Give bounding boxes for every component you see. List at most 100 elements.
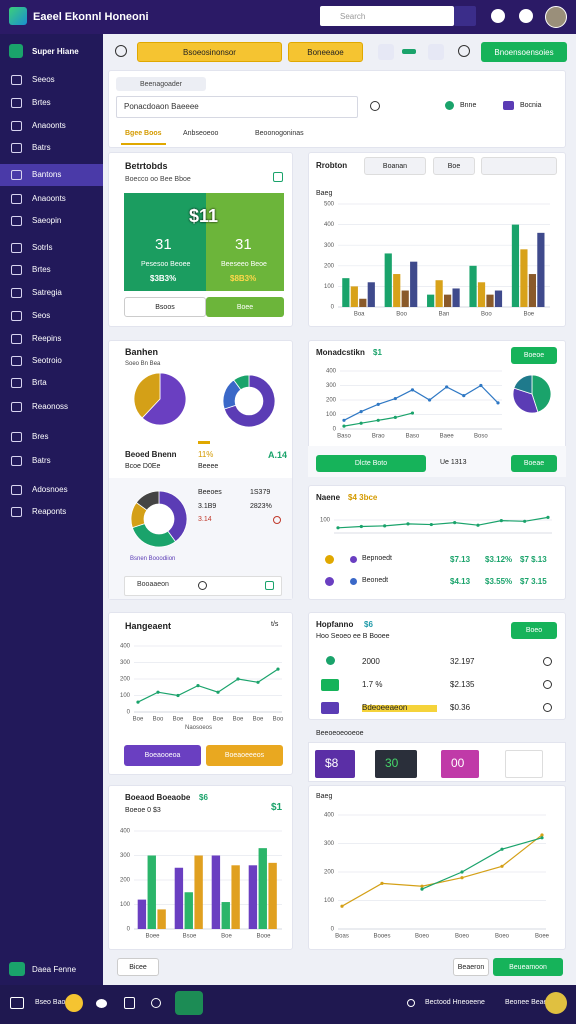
bottom-icon[interactable] [151,998,161,1008]
button[interactable]: Boeae [511,455,557,472]
nav-icon[interactable] [11,402,22,412]
control-label[interactable]: Boe [447,162,461,170]
button[interactable]: Boeaooeoa [124,745,201,766]
tile-value[interactable]: $8 [325,756,339,770]
nav-icon[interactable] [11,311,22,321]
nav-icon[interactable] [11,216,22,226]
notification-icon[interactable] [491,9,505,23]
tool-icon[interactable] [402,49,416,54]
button[interactable]: Boee [206,297,284,317]
primary-action[interactable]: Bnoensoensoies [481,42,567,62]
button[interactable]: Bicee [117,958,159,976]
nav-icon[interactable] [11,265,22,275]
tab[interactable]: Anbseoeoo [183,130,219,137]
button-label[interactable]: Beueamoon [509,963,547,971]
nav-item[interactable]: Seos [32,311,51,320]
nav-icon[interactable] [11,456,22,466]
nav-icon[interactable] [11,170,22,180]
control-label[interactable]: Boanan [382,162,408,170]
nav-icon[interactable] [11,288,22,298]
nav-icon[interactable] [11,243,22,253]
nav-item[interactable]: Seeos [32,75,55,84]
filter-search-text[interactable]: Ponacdoaon Baeeee [124,102,199,111]
link[interactable]: Booaaeon [137,581,169,588]
nav-item[interactable]: Batrs [32,143,51,152]
control[interactable]: Boe [433,157,475,175]
button[interactable]: Boeaoeeeos [206,745,283,766]
tile[interactable] [441,750,479,778]
remove-icon[interactable] [273,516,281,524]
nav-icon[interactable] [11,75,22,85]
tile-value[interactable]: 30 [385,756,399,770]
button[interactable]: Boeo [511,622,557,639]
bottom-icon[interactable] [96,999,107,1008]
sidebar-footer[interactable]: Daea Fenne [32,965,77,974]
button-label[interactable]: Boeaooeoa [144,752,181,759]
dropdown[interactable]: Bsoeosinonsor [137,42,282,62]
tab[interactable]: Beoonogoninas [255,130,304,137]
button-label[interactable]: Bsoos [155,303,175,311]
button[interactable]: Beueamoon [493,958,563,976]
button-label[interactable]: Boeoe [523,352,545,359]
nav-item[interactable]: Brtes [32,98,51,107]
dropdown[interactable] [481,157,557,175]
filter-chip[interactable]: Bocnia [520,102,542,109]
tool-icon[interactable] [428,44,444,60]
nav-icon[interactable] [11,334,22,344]
button-label[interactable]: Boeo [525,627,543,634]
nav-icon[interactable] [11,432,22,442]
search-box[interactable] [320,6,454,26]
nav-icon[interactable] [11,507,22,517]
search-button[interactable] [454,6,476,26]
button-label[interactable]: Boeaoeeeos [224,752,265,759]
nav-icon[interactable] [11,378,22,388]
nav-item[interactable]: Reaponts [32,507,67,516]
nav-item[interactable]: Saeopin [32,216,62,225]
tool-icon[interactable] [378,44,394,60]
nav-item[interactable]: Satregia [32,288,62,297]
button[interactable]: Beaeron [453,958,489,976]
button[interactable]: Boeoe [511,347,557,364]
tile[interactable] [375,750,417,778]
row-action[interactable] [543,680,552,689]
button-label[interactable]: Beaeron [457,963,485,971]
button[interactable]: Bsoos [124,297,206,317]
nav-item[interactable]: Adosnoes [32,485,68,494]
tile[interactable] [315,750,355,778]
filter-tab-label[interactable]: Beenagoader [139,80,183,88]
nav-icon[interactable] [11,121,22,131]
row-action[interactable] [543,703,552,712]
settings-icon[interactable] [519,9,533,23]
tool-icon[interactable] [458,45,470,57]
search-icon[interactable] [115,45,127,57]
button-label[interactable]: Bicee [129,963,147,971]
row-action[interactable] [543,657,552,666]
nav-item[interactable]: Sotrls [32,243,53,252]
filter-search[interactable] [116,96,358,118]
toolbar-button[interactable]: Boneeaoe [288,42,363,62]
nav-item[interactable]: Bantons [32,170,62,179]
nav-icon[interactable] [11,98,22,108]
grid-icon[interactable] [10,997,24,1009]
nav-item[interactable]: Anaoonts [32,194,66,203]
nav-item[interactable]: Seotroio [32,356,62,365]
button-label[interactable]: Boeae [523,460,545,467]
toolbar-button-label[interactable]: Boneeaoe [307,47,344,57]
nav-icon[interactable] [11,143,22,153]
search-placeholder[interactable]: Search [340,12,366,21]
nav-icon[interactable] [11,485,22,495]
nav-item[interactable]: Brtes [32,265,51,274]
pill[interactable]: Dlcte Boto [316,455,426,472]
tab[interactable]: Bgee Boos [125,130,162,137]
nav-item[interactable]: Bres [32,432,49,441]
bottom-icon[interactable] [124,997,135,1009]
avatar[interactable] [545,992,567,1014]
nav-item[interactable]: Batrs [32,456,51,465]
nav-item[interactable]: Reaonoss [32,402,69,411]
nav-item[interactable]: Brta [32,378,47,387]
avatar[interactable] [545,6,567,28]
pill-label[interactable]: Dlcte Boto [354,460,388,467]
tile-value[interactable]: 00 [451,756,465,770]
bottom-icon-active[interactable] [175,991,203,1015]
bottom-icon[interactable] [65,994,83,1012]
